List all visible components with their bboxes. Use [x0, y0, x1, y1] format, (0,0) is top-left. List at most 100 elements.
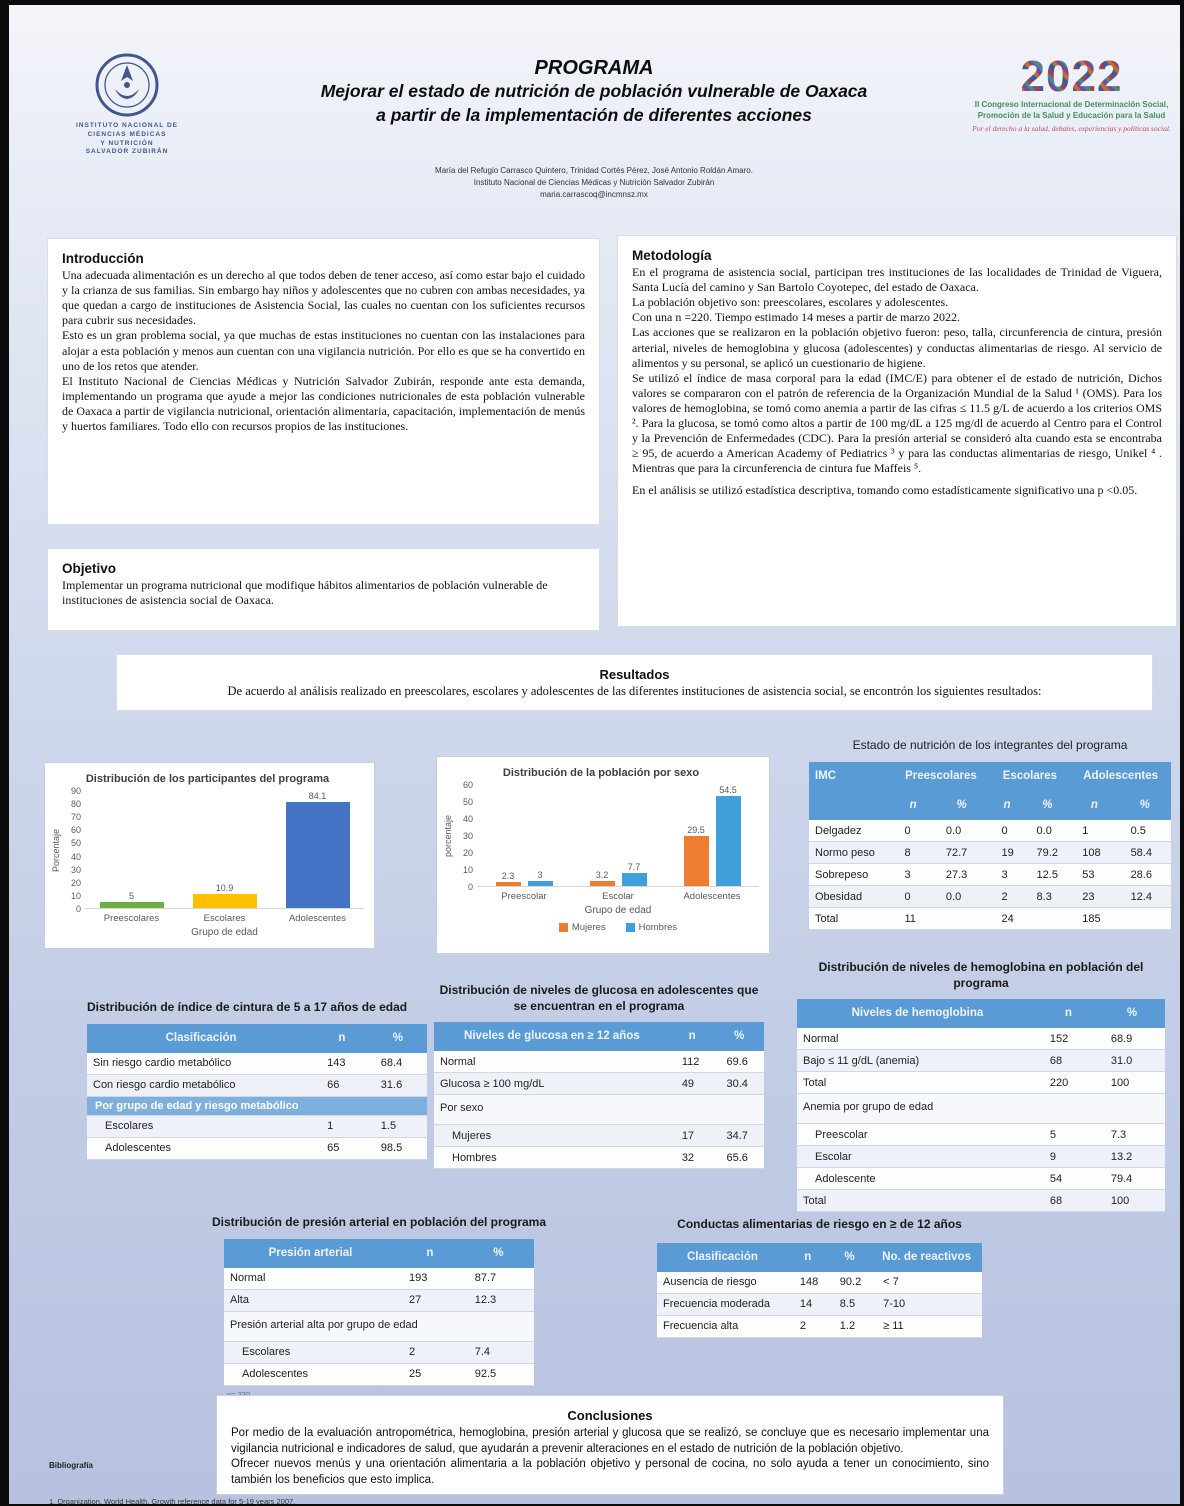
legend-label: Hombres	[638, 922, 678, 933]
paragraph: En el programa de asistencia social, par…	[632, 265, 1162, 295]
section-objetivo: Objetivo Implementar un programa nutrici…	[47, 548, 600, 631]
table-row: Con riesgo cardio metabólico 66 31.6	[87, 1074, 427, 1097]
table-header: Presión arterial n%	[224, 1238, 534, 1268]
bar-group: 3.2 7.7	[571, 785, 665, 886]
bar-value-label: 2.3	[501, 871, 515, 882]
chart-title: Distribución de la población por sexo	[502, 767, 700, 779]
table-cell: 185	[1070, 907, 1119, 931]
email-line: maria.carrascoq@incmnsz.mx	[540, 190, 648, 199]
institute-name-line: SALVADOR ZUBIRÁN	[85, 148, 169, 156]
table-row: Adolescente 54 79.4	[797, 1167, 1165, 1191]
bar	[285, 802, 350, 908]
table-cell: Normal	[224, 1267, 398, 1290]
table-section-label: Por grupo de edad y riesgo metabólico	[87, 1096, 427, 1116]
table-subheader-row: n% n% n%	[809, 790, 1171, 821]
bar-group: 84.1	[271, 791, 364, 908]
bibliography-heading: Bibliografía	[49, 1461, 94, 1470]
table-cell: 100	[1098, 1071, 1165, 1095]
table-cell: 30.4	[714, 1072, 764, 1096]
bar	[99, 901, 164, 908]
bar-value-label: 3.2	[595, 869, 609, 880]
y-tick-label: 20	[70, 877, 81, 888]
table-body: Normal 193 87.7 Alta 27 12.3 Presión arterial …	[224, 1267, 534, 1386]
table-row: Total 220 100	[797, 1071, 1165, 1095]
table-cell: 143	[315, 1052, 369, 1075]
table-cell: Obesidad	[809, 885, 893, 909]
table-row: Glucosa ≥ 100 mg/dL 49 30.4	[434, 1072, 764, 1096]
column-header: n	[787, 1242, 828, 1272]
hemoglobin-table-section: Distribución de niveles de hemoglobina e…	[797, 960, 1165, 1213]
column-header: Niveles de glucosa en ≥ 12 años	[434, 1022, 670, 1052]
table-cell: 19	[989, 841, 1025, 865]
column-header: Clasificación	[87, 1023, 316, 1053]
column-header: No. de reactivos	[871, 1242, 982, 1272]
table-cell: 0.0	[933, 820, 990, 843]
table-row: Alta 27 12.3	[224, 1289, 534, 1312]
section-heading: Objetivo	[62, 561, 117, 576]
table-cell: 0	[989, 820, 1025, 843]
congress-tagline: Por el derecho a la salud, debates, expe…	[972, 124, 1171, 134]
table-title: Distribución de índice de cintura de 5 a…	[87, 1000, 408, 1014]
table-cell: 12.3	[462, 1289, 534, 1312]
bar-group: 2.3 3	[477, 785, 571, 886]
table-cell: 112	[669, 1051, 715, 1074]
table-row: Por grupo de edad y riesgo metabólico	[87, 1096, 427, 1116]
table-cell: Sobrepeso	[809, 863, 893, 887]
table-cell: 8.5	[827, 1293, 872, 1316]
table-cell: 1.5	[368, 1115, 427, 1138]
x-axis: Preescolares Escolares Adolescentes	[85, 909, 364, 924]
paragraph: En el análisis se utilizó estadística de…	[632, 482, 1138, 497]
legend-swatch	[625, 923, 635, 932]
congress-year: 2022	[964, 55, 1179, 99]
authors-line: María del Refugio Carrasco Quintero, Tri…	[435, 166, 753, 175]
y-tick-label: 80	[70, 799, 81, 810]
table-row: Normal 112 69.6	[434, 1051, 764, 1074]
table-title: Conductas alimentarias de riesgo en ≥ de…	[677, 1217, 962, 1231]
table-cell: 3	[892, 863, 934, 887]
x-axis-label: Grupo de edad	[584, 905, 652, 916]
paragraph: Implementar un programa nutricional que …	[62, 578, 548, 608]
table-header: Niveles de glucosa en ≥ 12 años n%	[434, 1022, 764, 1052]
paragraph: Las acciones que se realizaron en la pob…	[632, 325, 1162, 370]
y-tick-label: 50	[70, 838, 81, 849]
congress-name-line: II Congreso Internacional de Determinaci…	[974, 100, 1169, 109]
y-tick-label: 30	[70, 864, 81, 875]
table-cell: 14	[787, 1293, 828, 1316]
table-header-row: Presión arterial n%	[224, 1238, 534, 1268]
table-cell: 68	[1037, 1189, 1099, 1213]
table-body: Normal 152 68.9 Bajo ≤ 11 g/dL (anemia) 68 31…	[797, 1028, 1165, 1213]
bar	[589, 880, 615, 886]
table-header: Clasificación n%	[87, 1023, 427, 1053]
bar-group: 10.9	[178, 791, 271, 908]
table-cell: Ausencia de riesgo	[657, 1271, 788, 1294]
bar	[495, 882, 521, 886]
legend-label: Mujeres	[571, 922, 606, 933]
bar-value-label: 10.9	[215, 882, 234, 893]
table-row: Normo peso 8 72.7 19 79.2 108 58.4	[809, 841, 1171, 865]
section-introduccion: Introducción Una adecuada alimentación e…	[47, 238, 600, 525]
table-cell: 49	[669, 1072, 715, 1096]
plot-area: 2.3 3 3.2 7.7 29.5 54.5	[477, 785, 759, 887]
table-cell: Normal	[434, 1051, 670, 1074]
table-cell: < 7	[871, 1271, 982, 1294]
column-subheader: %	[1118, 790, 1171, 821]
table-cell: 148	[787, 1271, 828, 1294]
y-axis: 0 10 20 30 40 50 60 70 80 90	[61, 786, 85, 914]
table-header: IMC Preescolares Escolares Adolescentes n% n%…	[809, 761, 1171, 821]
table-cell: 53	[1070, 863, 1119, 887]
bar	[621, 873, 647, 886]
table-cell: 100	[1098, 1189, 1165, 1213]
table-cell: 27.3	[933, 863, 990, 887]
paragraph: Una adecuada alimentación es un derecho …	[62, 268, 585, 328]
table-row: Total 11 24 185	[809, 907, 1171, 931]
chart-title: Distribución de los participantes del pr…	[85, 773, 330, 785]
bar	[715, 796, 741, 886]
y-tick-label: 20	[462, 848, 473, 859]
table-cell: 72.7	[933, 841, 990, 865]
table-cell: Total	[797, 1189, 1038, 1213]
table-cell: 23	[1070, 885, 1119, 909]
table-cell: ≥ 11	[871, 1315, 982, 1338]
table-header-row: Clasificación n%	[87, 1023, 427, 1053]
table-cell: 54	[1037, 1167, 1099, 1191]
y-tick-label: 10	[462, 865, 473, 876]
